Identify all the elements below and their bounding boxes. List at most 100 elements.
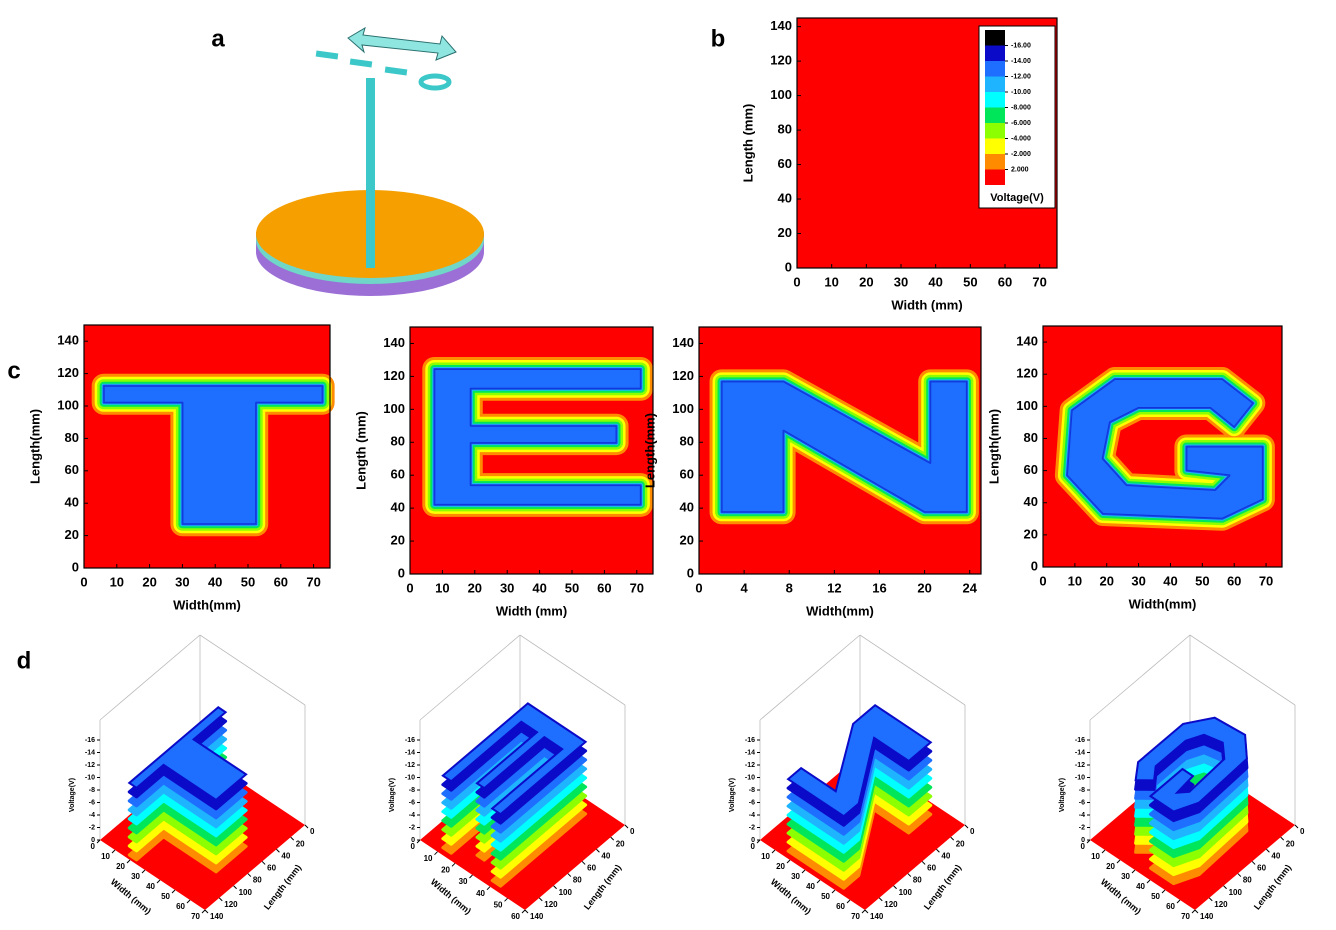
y-axis-label: Length(mm) — [986, 409, 1001, 484]
y-axis-label: Length(mm) — [642, 413, 657, 488]
y-tick — [1238, 874, 1241, 877]
x-tick-label: 40 — [146, 882, 155, 891]
y-tick-label: 40 — [391, 500, 405, 515]
y-tick-label: 80 — [913, 876, 922, 885]
x-tick — [202, 910, 205, 913]
z-tick-label: -4 — [1079, 812, 1085, 819]
y-tick — [611, 837, 614, 840]
y-tick-label: 140 — [1016, 334, 1038, 349]
x-tick-label: 30 — [175, 574, 189, 589]
z-tick-label: 0 — [1081, 837, 1085, 844]
x-tick — [505, 898, 508, 901]
z-tick-label: -8 — [1079, 787, 1085, 794]
x-tick-label: 60 — [511, 912, 520, 921]
y-tick-label: 80 — [680, 434, 694, 449]
y-axis-label: Length (mm) — [353, 411, 368, 490]
x-tick-label: 40 — [928, 274, 942, 289]
legend-swatch — [985, 154, 1005, 170]
z-tick-label: -10 — [85, 774, 95, 781]
x-tick-label: 40 — [208, 574, 222, 589]
y-tick-label: 60 — [1024, 462, 1038, 477]
legend-swatch — [985, 170, 1005, 186]
x-tick-label: 70 — [1259, 573, 1273, 588]
y-tick-label: 40 — [941, 851, 950, 860]
post — [366, 78, 375, 268]
y-tick — [539, 898, 542, 901]
x-tick — [802, 870, 805, 873]
z-tick-label: -6 — [409, 799, 415, 806]
box-edge — [1190, 635, 1295, 705]
x-tick-label: 70 — [1181, 912, 1190, 921]
legend-label: -6.000 — [1011, 120, 1031, 127]
y-tick-label: 140 — [210, 912, 224, 921]
y-tick-label: 20 — [1024, 526, 1038, 541]
x-tick-label: 70 — [191, 912, 200, 921]
x-tick-label: 40 — [806, 882, 815, 891]
x-tick — [1162, 890, 1165, 893]
x-tick-label: 50 — [1195, 573, 1209, 588]
legend-label: -16.00 — [1011, 42, 1031, 49]
y-tick-label: 60 — [391, 467, 405, 482]
x-tick — [435, 852, 438, 855]
z-tick-label: -14 — [1075, 749, 1085, 756]
y-tick — [879, 898, 882, 901]
y-tick — [625, 825, 628, 828]
x-tick-label: 60 — [176, 902, 185, 911]
y-tick-label: 20 — [1286, 839, 1295, 848]
y-axis-label: Length(mm) — [27, 409, 42, 484]
y-tick-label: 0 — [310, 827, 315, 836]
letter-block — [316, 50, 339, 59]
y-tick — [219, 898, 222, 901]
legend-label: -4.000 — [1011, 135, 1031, 142]
y-tick — [865, 910, 868, 913]
x-tick-label: 70 — [630, 580, 644, 595]
x-tick-label: 60 — [1166, 902, 1175, 911]
y-tick-label: 140 — [383, 335, 405, 350]
x-tick-label: 30 — [459, 877, 468, 886]
x-axis-label: Width(mm) — [173, 597, 241, 612]
x-axis-label: Width(mm) — [1129, 596, 1197, 611]
y-tick — [568, 874, 571, 877]
legend-title: Voltage(V) — [990, 192, 1044, 204]
z-tick-label: -14 — [85, 749, 95, 756]
panel-label: a — [211, 25, 225, 52]
x-tick-label: 40 — [1163, 573, 1177, 588]
x-tick-label: 60 — [597, 580, 611, 595]
letter-block — [385, 66, 408, 75]
z-tick-label: -2 — [749, 824, 755, 831]
x-tick-label: 0 — [793, 274, 800, 289]
x-tick — [1177, 900, 1180, 903]
x-axis-label: Width(mm) — [806, 603, 874, 618]
x-tick — [1192, 910, 1195, 913]
x-tick-label: 50 — [494, 900, 503, 909]
x-tick-label: 30 — [1121, 872, 1130, 881]
x-tick-label: 50 — [565, 580, 579, 595]
figure: a b c d 01020304050607002040608010012014… — [0, 0, 1336, 930]
y-tick-label: 100 — [239, 888, 253, 897]
y-tick-label: 120 — [672, 368, 694, 383]
x-tick-label: 10 — [101, 852, 110, 861]
legend-label: -14.00 — [1011, 58, 1031, 65]
x-tick-label: 20 — [859, 274, 873, 289]
x-tick-label: 4 — [741, 580, 749, 595]
x-tick-label: 16 — [872, 580, 886, 595]
y-tick-label: 80 — [1024, 430, 1038, 445]
legend-swatch — [985, 46, 1005, 62]
z-tick-label: -6 — [749, 799, 755, 806]
y-tick-label: 80 — [573, 876, 582, 885]
z-tick-label: -10 — [745, 774, 755, 781]
z-tick-label: -16 — [405, 737, 415, 744]
legend-swatch — [985, 108, 1005, 124]
legend-label: -12.00 — [1011, 73, 1031, 80]
z-tick-label: -4 — [89, 812, 95, 819]
x-tick-label: 20 — [1106, 862, 1115, 871]
x-tick-label: 20 — [468, 580, 482, 595]
y-tick-label: 120 — [57, 365, 79, 380]
panel-label: c — [7, 357, 20, 384]
y-tick — [936, 849, 939, 852]
y-tick — [1266, 849, 1269, 852]
y-tick — [965, 825, 968, 828]
x-tick — [522, 910, 525, 913]
x-tick-label: 10 — [1091, 852, 1100, 861]
y-tick — [1224, 886, 1227, 889]
